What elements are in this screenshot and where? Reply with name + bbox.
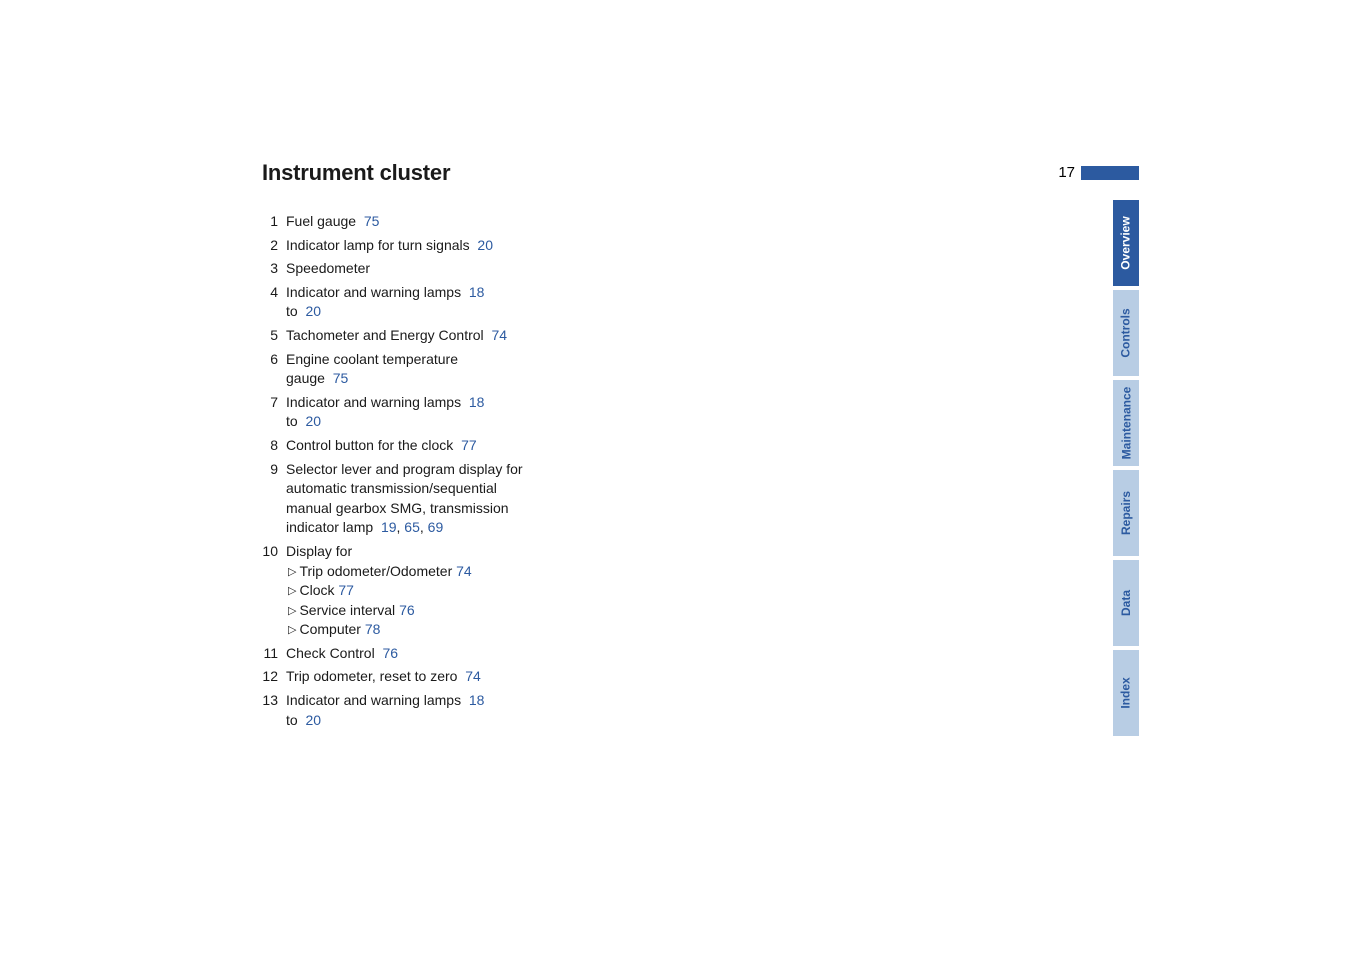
list-item: 5 Tachometer and Energy Control 74 xyxy=(262,326,642,346)
list-item: 4 Indicator and warning lamps 18 to 20 xyxy=(262,283,642,322)
item-number: 10 xyxy=(262,542,286,640)
tab-maintenance[interactable]: Maintenance xyxy=(1113,380,1139,466)
tab-controls[interactable]: Controls xyxy=(1113,290,1139,376)
tab-data[interactable]: Data xyxy=(1113,560,1139,646)
item-number: 4 xyxy=(262,283,286,322)
page-ref[interactable]: 65 xyxy=(404,519,420,535)
item-text: Control button for the clock 77 xyxy=(286,436,642,456)
list-item: 7 Indicator and warning lamps 18 to 20 xyxy=(262,393,642,432)
page-title: Instrument cluster xyxy=(262,160,762,186)
sub-item: ▷Computer 78 xyxy=(288,621,380,637)
page-ref[interactable]: 20 xyxy=(477,237,493,253)
tab-index[interactable]: Index xyxy=(1113,650,1139,736)
page-ref[interactable]: 75 xyxy=(364,213,380,229)
item-number: 13 xyxy=(262,691,286,730)
item-number: 11 xyxy=(262,644,286,664)
sub-item: ▷Service interval 76 xyxy=(288,602,415,618)
page-ref[interactable]: 77 xyxy=(338,582,354,598)
page-ref[interactable]: 20 xyxy=(305,413,321,429)
triangle-icon: ▷ xyxy=(288,604,296,619)
item-text: Fuel gauge 75 xyxy=(286,212,642,232)
item-text: Engine coolant temperature gauge 75 xyxy=(286,350,642,389)
item-text: Speedometer xyxy=(286,259,642,279)
page-ref[interactable]: 18 xyxy=(469,284,485,300)
page-ref[interactable]: 74 xyxy=(456,563,472,579)
list-item: 6 Engine coolant temperature gauge 75 xyxy=(262,350,642,389)
item-text: Indicator lamp for turn signals 20 xyxy=(286,236,642,256)
item-number: 9 xyxy=(262,460,286,538)
list-item: 1 Fuel gauge 75 xyxy=(262,212,642,232)
page-number-block: 17 xyxy=(1058,164,1139,181)
list-item: 2 Indicator lamp for turn signals 20 xyxy=(262,236,642,256)
item-number: 7 xyxy=(262,393,286,432)
item-text: Indicator and warning lamps 18 to 20 xyxy=(286,393,642,432)
page-ref[interactable]: 18 xyxy=(469,692,485,708)
item-number: 8 xyxy=(262,436,286,456)
item-number: 6 xyxy=(262,350,286,389)
item-text: Indicator and warning lamps 18 to 20 xyxy=(286,691,642,730)
sub-item: ▷Clock 77 xyxy=(288,582,354,598)
item-number: 5 xyxy=(262,326,286,346)
page-ref[interactable]: 76 xyxy=(399,602,415,618)
list-item: 10 Display for ▷Trip odometer/Odometer 7… xyxy=(262,542,642,640)
page-number: 17 xyxy=(1058,164,1075,181)
list-item: 9 Selector lever and program display for… xyxy=(262,460,642,538)
item-text: Selector lever and program display for a… xyxy=(286,460,546,538)
item-number: 12 xyxy=(262,667,286,687)
page-ref[interactable]: 78 xyxy=(365,621,381,637)
page-ref[interactable]: 74 xyxy=(491,327,507,343)
item-text: Indicator and warning lamps 18 to 20 xyxy=(286,283,642,322)
item-number: 2 xyxy=(262,236,286,256)
list-item: 8 Control button for the clock 77 xyxy=(262,436,642,456)
tab-overview[interactable]: Overview xyxy=(1113,200,1139,286)
list-item: 12 Trip odometer, reset to zero 74 xyxy=(262,667,642,687)
item-text: Tachometer and Energy Control 74 xyxy=(286,326,642,346)
item-number: 3 xyxy=(262,259,286,279)
list-item: 3 Speedometer xyxy=(262,259,642,279)
side-tabs: Overview Controls Maintenance Repairs Da… xyxy=(1113,200,1139,736)
page-ref[interactable]: 20 xyxy=(305,712,321,728)
item-text: Check Control 76 xyxy=(286,644,642,664)
triangle-icon: ▷ xyxy=(288,623,296,638)
page-ref[interactable]: 19 xyxy=(381,519,397,535)
page-ref[interactable]: 69 xyxy=(428,519,444,535)
page-ref[interactable]: 74 xyxy=(465,668,481,684)
item-text: Display for ▷Trip odometer/Odometer 74 ▷… xyxy=(286,542,642,640)
sub-item: ▷Trip odometer/Odometer 74 xyxy=(288,563,472,579)
page-marker xyxy=(1081,166,1139,180)
tab-repairs[interactable]: Repairs xyxy=(1113,470,1139,556)
triangle-icon: ▷ xyxy=(288,565,296,580)
page-ref[interactable]: 77 xyxy=(461,437,477,453)
content-area: Instrument cluster 1 Fuel gauge 75 2 Ind… xyxy=(262,160,762,734)
page-ref[interactable]: 75 xyxy=(333,370,349,386)
numbered-list: 1 Fuel gauge 75 2 Indicator lamp for tur… xyxy=(262,212,762,730)
item-number: 1 xyxy=(262,212,286,232)
page-ref[interactable]: 76 xyxy=(382,645,398,661)
list-item: 13 Indicator and warning lamps 18 to 20 xyxy=(262,691,642,730)
page-ref[interactable]: 18 xyxy=(469,394,485,410)
page-ref[interactable]: 20 xyxy=(305,303,321,319)
item-text: Trip odometer, reset to zero 74 xyxy=(286,667,642,687)
list-item: 11 Check Control 76 xyxy=(262,644,642,664)
triangle-icon: ▷ xyxy=(288,584,296,599)
